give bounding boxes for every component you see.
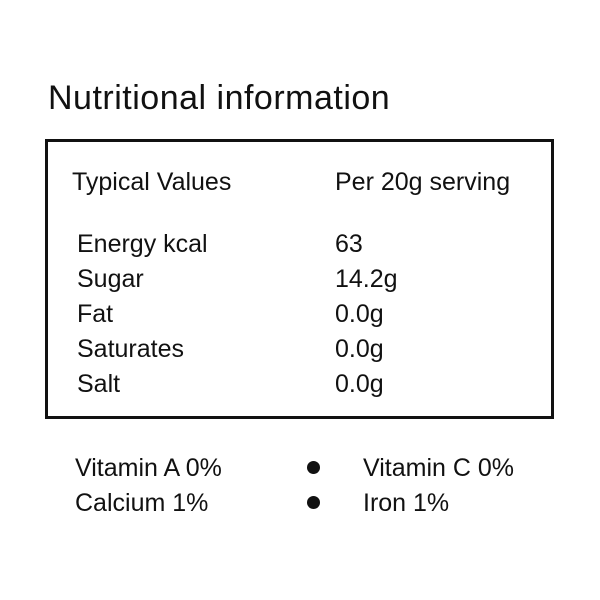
bullet bbox=[307, 496, 320, 509]
value-cell: 0.0g bbox=[335, 335, 384, 363]
label-cell: Salt bbox=[77, 370, 121, 398]
header-cell: Per 20g serving bbox=[335, 168, 511, 196]
value-cell: 0.0g bbox=[335, 300, 384, 328]
label-cell: Sugar bbox=[77, 265, 144, 293]
value-cell: 0.0g bbox=[335, 370, 384, 398]
label-cell: Saturates bbox=[77, 335, 185, 363]
title: Nutritional information bbox=[48, 79, 391, 117]
footer-item: Calcium 1% bbox=[75, 489, 209, 517]
bullet bbox=[307, 461, 320, 474]
label-cell: Fat bbox=[77, 300, 114, 328]
label-cell: Energy kcal bbox=[77, 230, 208, 258]
footer-item: Iron 1% bbox=[363, 489, 450, 517]
value-cell: 63 bbox=[335, 230, 363, 258]
header-cell: Typical Values bbox=[72, 168, 232, 196]
footer-item: Vitamin C 0% bbox=[363, 454, 514, 482]
nutrition-table bbox=[45, 139, 554, 419]
value-cell: 14.2g bbox=[335, 265, 398, 293]
footer-item: Vitamin A 0% bbox=[75, 454, 222, 482]
